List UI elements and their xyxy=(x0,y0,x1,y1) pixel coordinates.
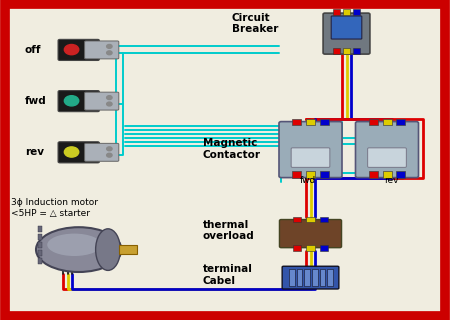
Ellipse shape xyxy=(36,227,122,272)
FancyBboxPatch shape xyxy=(58,142,99,163)
Text: rev: rev xyxy=(25,147,44,157)
Bar xyxy=(333,9,340,15)
Bar xyxy=(38,258,42,264)
Text: fwd: fwd xyxy=(300,176,316,185)
Bar xyxy=(353,9,360,15)
Bar xyxy=(343,9,350,15)
Bar xyxy=(396,119,405,125)
Circle shape xyxy=(64,147,79,157)
FancyBboxPatch shape xyxy=(291,148,330,167)
Bar xyxy=(327,269,333,286)
FancyBboxPatch shape xyxy=(279,122,342,178)
Circle shape xyxy=(64,96,79,106)
Text: rev: rev xyxy=(384,176,399,185)
Circle shape xyxy=(107,51,112,55)
Bar xyxy=(289,269,295,286)
FancyBboxPatch shape xyxy=(279,220,342,248)
Bar xyxy=(297,269,302,286)
Bar xyxy=(292,119,302,125)
Bar xyxy=(320,171,328,178)
Bar xyxy=(38,242,42,248)
Bar xyxy=(369,119,378,125)
Text: 3ϕ Induction motor
<5HP = △ starter: 3ϕ Induction motor <5HP = △ starter xyxy=(11,198,98,218)
Bar xyxy=(382,119,392,125)
FancyBboxPatch shape xyxy=(331,16,362,39)
Circle shape xyxy=(107,153,112,157)
Bar xyxy=(292,171,302,178)
FancyBboxPatch shape xyxy=(58,91,99,112)
Circle shape xyxy=(107,44,112,48)
Bar xyxy=(320,217,328,222)
Bar xyxy=(369,171,378,178)
Text: fwd: fwd xyxy=(25,96,46,106)
FancyBboxPatch shape xyxy=(282,266,339,289)
FancyBboxPatch shape xyxy=(58,39,99,60)
FancyBboxPatch shape xyxy=(356,122,418,178)
Bar xyxy=(119,245,137,254)
Text: thermal
overload: thermal overload xyxy=(202,220,254,241)
FancyBboxPatch shape xyxy=(85,143,119,161)
Bar xyxy=(312,269,318,286)
Text: Circuit
Breaker: Circuit Breaker xyxy=(232,13,278,35)
FancyBboxPatch shape xyxy=(323,13,370,54)
Bar xyxy=(333,48,340,54)
Bar xyxy=(320,245,328,251)
Bar xyxy=(293,245,301,251)
Circle shape xyxy=(107,96,112,100)
Bar xyxy=(306,119,315,125)
Ellipse shape xyxy=(47,234,101,256)
Bar xyxy=(343,48,350,54)
Bar xyxy=(353,48,360,54)
FancyBboxPatch shape xyxy=(85,41,119,59)
Text: terminal
Cabel: terminal Cabel xyxy=(202,264,252,286)
Bar xyxy=(306,171,315,178)
Bar xyxy=(38,234,42,240)
Bar xyxy=(38,250,42,256)
Bar xyxy=(382,171,392,178)
Bar xyxy=(320,119,328,125)
FancyBboxPatch shape xyxy=(85,92,119,110)
Bar xyxy=(306,217,315,222)
Bar xyxy=(396,171,405,178)
Text: Magnetic
Contactor: Magnetic Contactor xyxy=(202,138,261,160)
Circle shape xyxy=(107,102,112,106)
Circle shape xyxy=(107,147,112,151)
Bar xyxy=(320,269,325,286)
Bar xyxy=(304,269,310,286)
FancyBboxPatch shape xyxy=(368,148,406,167)
Text: off: off xyxy=(25,44,41,55)
Bar xyxy=(293,217,301,222)
Circle shape xyxy=(64,44,79,55)
Ellipse shape xyxy=(95,229,121,270)
Bar xyxy=(38,226,42,232)
Bar xyxy=(306,245,315,251)
